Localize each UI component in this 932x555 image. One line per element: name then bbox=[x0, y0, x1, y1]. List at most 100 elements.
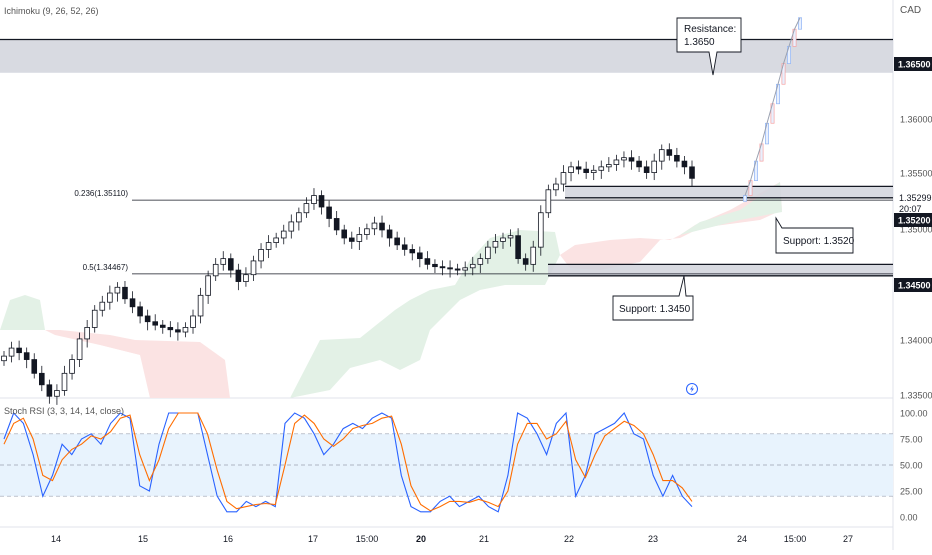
candle-body bbox=[8, 347, 15, 357]
lightning-icon[interactable] bbox=[686, 383, 698, 395]
candle-body bbox=[469, 263, 476, 269]
price-tick: 1.35000 bbox=[900, 225, 932, 235]
candle-body bbox=[560, 172, 567, 185]
candle-body bbox=[545, 189, 552, 214]
candle-body bbox=[122, 286, 128, 300]
time-axis[interactable]: 14 15 16 17 15:00 20 21 22 23 24 15:00 27 bbox=[51, 534, 853, 544]
candle-body bbox=[477, 258, 484, 265]
candle-body bbox=[91, 309, 98, 328]
candle-body bbox=[114, 286, 121, 294]
candle-body bbox=[273, 237, 279, 243]
candle-body bbox=[492, 241, 499, 248]
price-tick: 1.34000 bbox=[900, 336, 932, 346]
callout-text: Support: 1.3520 bbox=[783, 236, 855, 247]
candle-body bbox=[651, 160, 657, 173]
callout-text: 1.3650 bbox=[684, 37, 715, 48]
time-label: 15 bbox=[138, 534, 148, 544]
candle-body bbox=[394, 237, 400, 246]
candle-body bbox=[674, 154, 680, 162]
candle-body bbox=[296, 212, 302, 223]
candle-body bbox=[182, 327, 189, 333]
candle-body bbox=[628, 157, 635, 162]
candle-body bbox=[409, 249, 416, 254]
price-tag-bg bbox=[894, 57, 932, 71]
stoch-rsi-title[interactable]: Stoch RSI (3, 3, 14, 14, close) bbox=[4, 406, 125, 416]
candle-body bbox=[69, 359, 75, 374]
candle-body bbox=[167, 327, 174, 331]
candle-body bbox=[364, 228, 370, 235]
candle-body bbox=[401, 244, 408, 250]
candle-body bbox=[507, 235, 514, 239]
callout-support-1[interactable]: Support: 1.3520 bbox=[775, 216, 855, 254]
candle-body bbox=[462, 267, 468, 271]
candle-body bbox=[417, 252, 423, 260]
callout-resistance[interactable]: Resistance: 1.3650 bbox=[676, 17, 742, 76]
candle-body bbox=[175, 329, 181, 333]
cloud-bull bbox=[680, 182, 782, 235]
candle-body bbox=[522, 258, 529, 265]
stoch-line-k bbox=[3, 411, 693, 513]
candle-body bbox=[333, 218, 340, 231]
callout-text: Resistance: bbox=[684, 24, 736, 35]
candle-body bbox=[530, 246, 537, 265]
stoch-tick: 25.00 bbox=[900, 487, 923, 497]
candle-body bbox=[500, 237, 506, 242]
candle-body bbox=[190, 315, 196, 328]
candle-body bbox=[636, 160, 642, 168]
candle-body bbox=[258, 249, 264, 262]
candle-body bbox=[303, 203, 310, 214]
candle-body bbox=[432, 263, 438, 268]
candle-body bbox=[54, 390, 60, 397]
price-tag: 1.36500 bbox=[898, 60, 931, 70]
candle-body bbox=[265, 242, 272, 250]
candle-body bbox=[643, 166, 650, 173]
candle-body bbox=[341, 229, 348, 239]
time-label: 22 bbox=[564, 534, 574, 544]
candle-body bbox=[424, 258, 431, 265]
candle-body bbox=[454, 268, 461, 271]
currency-label: CAD bbox=[900, 5, 922, 16]
candle-body bbox=[681, 160, 688, 168]
candle-body bbox=[228, 258, 234, 271]
cloud-bear bbox=[45, 330, 230, 398]
projected-candle bbox=[743, 195, 747, 202]
callout-support-2[interactable]: Support: 1.3450 bbox=[612, 275, 694, 321]
candle-body bbox=[197, 294, 204, 317]
candle-body bbox=[144, 315, 151, 323]
candle-body bbox=[129, 298, 136, 308]
zone-support-2 bbox=[548, 264, 893, 276]
candle-body bbox=[666, 149, 673, 156]
candle-body bbox=[212, 263, 219, 277]
callout-box bbox=[676, 17, 742, 76]
stoch-tick: 50.00 bbox=[900, 461, 923, 471]
candle-body bbox=[107, 292, 113, 303]
price-tick: 1.35500 bbox=[900, 169, 932, 179]
fib-label: 0.5(1.34467) bbox=[83, 263, 129, 272]
time-label: 16 bbox=[223, 534, 233, 544]
candle-body bbox=[606, 164, 612, 168]
cloud-bear bbox=[560, 182, 782, 270]
price-tag-bg bbox=[894, 213, 932, 227]
indicator-title[interactable]: Ichimoku (9, 26, 52, 26) bbox=[4, 6, 99, 16]
candle-body bbox=[280, 230, 287, 239]
price-axis[interactable]: 1.36500 1.36000 1.35500 1.35000 1.34500 1.340… bbox=[894, 57, 932, 401]
price-tag: 1.35200 bbox=[898, 216, 931, 226]
annotation-callouts[interactable]: Resistance: 1.3650 Support: 1.3520 Support:… bbox=[612, 17, 855, 321]
sr-zones bbox=[0, 38, 893, 277]
candle-body bbox=[311, 195, 317, 204]
time-label: 17 bbox=[308, 534, 318, 544]
candle-body bbox=[318, 195, 325, 208]
candle-body bbox=[84, 327, 90, 340]
fib-label: 0.236(1.35110) bbox=[74, 189, 128, 198]
current-price: 1.35299 bbox=[899, 193, 932, 203]
zone-support-1 bbox=[565, 186, 893, 198]
countdown: 20:07 bbox=[899, 204, 922, 214]
current-price-bg bbox=[894, 191, 932, 215]
ichimoku-cloud bbox=[0, 182, 782, 398]
fib-levels: 0.236(1.35110) 0.5(1.34467) bbox=[74, 189, 893, 275]
callout-box bbox=[612, 275, 694, 321]
stoch-rsi-pane bbox=[0, 411, 893, 513]
candle-body bbox=[598, 166, 605, 171]
candle-body bbox=[485, 246, 491, 260]
